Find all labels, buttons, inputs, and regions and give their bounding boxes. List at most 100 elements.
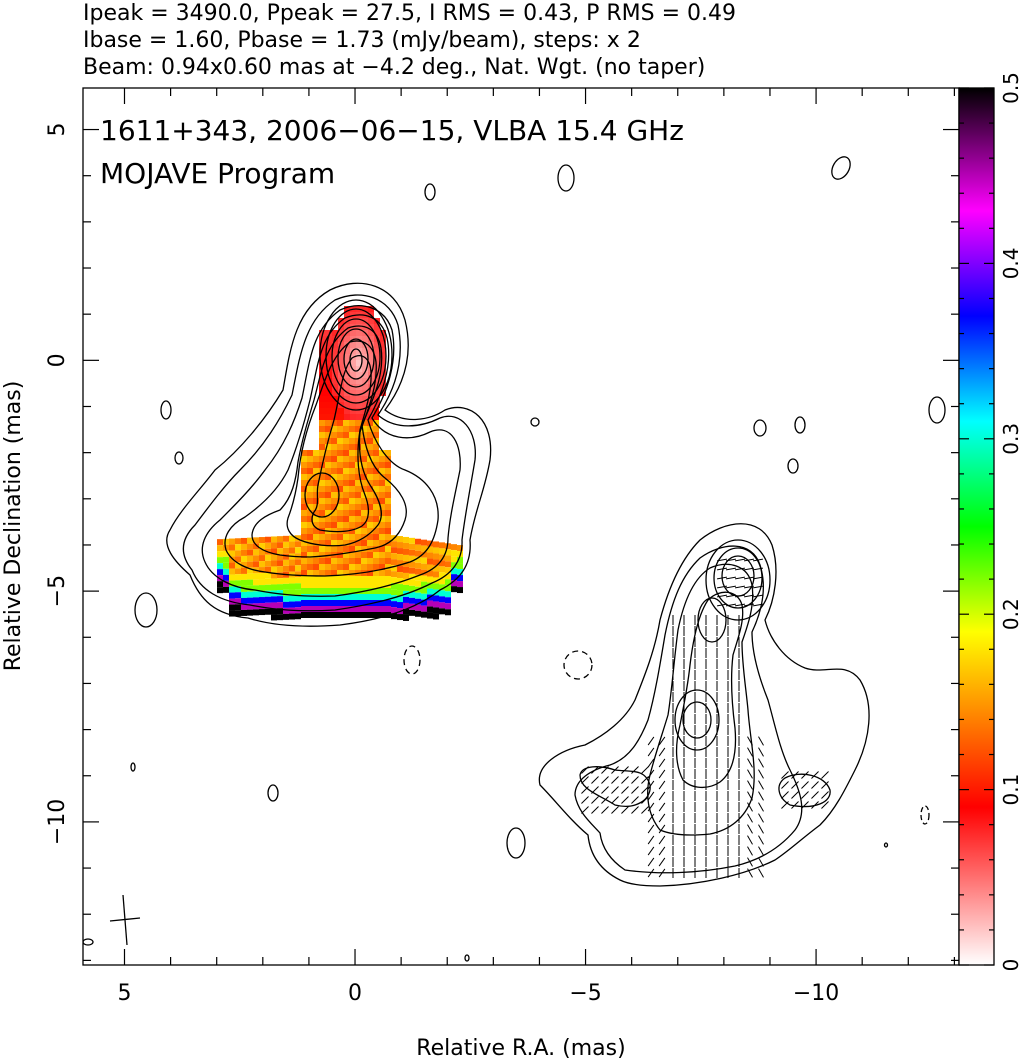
fracpol-pixel	[313, 546, 319, 552]
fracpol-pixel	[368, 390, 374, 396]
fracpol-pixel	[265, 560, 271, 567]
fracpol-pixel	[271, 536, 277, 543]
fracpol-pixel	[409, 609, 415, 616]
fracpol-pixel	[368, 354, 374, 360]
evpa-vector	[716, 558, 728, 562]
evpa-vector	[658, 802, 666, 812]
fracpol-pixel	[265, 584, 271, 591]
fracpol-pixel	[445, 597, 451, 604]
fracpol-pixel	[397, 614, 403, 621]
fracpol-pixel	[253, 573, 259, 580]
fracpol-pixel	[331, 438, 337, 444]
fracpol-pixel	[265, 590, 271, 597]
fracpol-pixel	[385, 564, 391, 570]
fracpol-pixel	[361, 516, 367, 522]
fracpol-pixel	[451, 586, 457, 593]
fracpol-pixel	[349, 456, 355, 462]
fracpol-pixel	[325, 594, 331, 600]
fracpol-pixel	[259, 537, 265, 544]
fracpol-pixel	[385, 474, 391, 480]
fracpol-pixel	[235, 574, 241, 581]
fracpol-pixel	[421, 581, 427, 588]
fracpol-pixel	[325, 558, 331, 564]
fracpol-pixel	[361, 486, 367, 492]
fracpol-pixel	[367, 510, 373, 516]
evpa-vector	[658, 868, 666, 878]
fracpol-pixel	[313, 564, 319, 570]
fracpol-pixel	[361, 420, 367, 426]
fracpol-pixel	[332, 354, 338, 360]
fracpol-pixel	[247, 537, 253, 544]
fracpol-pixel	[283, 595, 289, 602]
fracpol-pixel	[349, 546, 355, 552]
contour-core-12	[343, 338, 369, 380]
fracpol-pixel	[319, 456, 325, 462]
evpa-vector	[781, 781, 789, 789]
fracpol-pixel	[283, 535, 289, 542]
fracpol-pixel	[350, 372, 356, 378]
fracpol-pixel	[439, 560, 445, 567]
axis-ticks	[83, 88, 959, 965]
fracpol-pixel	[343, 564, 349, 570]
fracpol-pixel	[367, 432, 373, 438]
noise-contour	[174, 451, 184, 465]
fracpol-pixel	[343, 594, 349, 600]
fracpol-pixel	[343, 576, 349, 582]
fracpol-pixel	[451, 568, 457, 575]
fracpol-pixel	[307, 468, 313, 474]
fracpol-pixel	[325, 546, 331, 552]
evpa-vector	[591, 806, 599, 814]
fracpol-pixel	[379, 534, 385, 540]
fracpol-pixel	[445, 567, 451, 574]
fracpol-pixel	[241, 591, 247, 598]
fracpol-pixel	[457, 581, 463, 588]
fracpol-pixel	[319, 564, 325, 570]
fracpol-pixel	[265, 578, 271, 585]
evpa-vector	[811, 781, 819, 789]
fracpol-pixel	[247, 591, 253, 598]
fracpol-pixel	[325, 360, 331, 366]
fracpol-pixel	[415, 550, 421, 557]
fracpol-pixel	[343, 468, 349, 474]
evpa-vector	[743, 567, 755, 571]
fracpol-pixel	[325, 612, 331, 618]
fracpol-pixel	[295, 583, 301, 590]
fracpol-pixel	[217, 539, 223, 546]
evpa-vector	[747, 835, 753, 845]
evpa-vector	[811, 791, 819, 799]
fracpol-pixel	[313, 522, 319, 528]
fracpol-pixel	[265, 536, 271, 543]
fracpol-pixel	[373, 576, 379, 582]
fracpol-pixel	[356, 360, 362, 366]
fracpol-pixel	[356, 324, 362, 330]
fracpol-pixel	[217, 563, 223, 570]
fracpol-pixel	[409, 561, 415, 568]
fracpol-pixel	[253, 579, 259, 586]
fracpol-pixel	[362, 372, 368, 378]
fracpol-pixel	[350, 390, 356, 396]
fracpol-pixel	[325, 588, 331, 594]
fracpol-pixel	[439, 602, 445, 609]
fracpol-pixel	[355, 558, 361, 564]
noise-contour	[530, 417, 540, 427]
fracpol-pixel	[373, 450, 379, 456]
evpa-vector	[581, 766, 589, 774]
fracpol-pixel	[403, 584, 409, 591]
noise-contour	[794, 416, 806, 434]
fracpol-pixel	[331, 402, 337, 408]
fracpol-pixel	[385, 486, 391, 492]
fracpol-pixel	[379, 462, 385, 468]
fracpol-pixel	[235, 568, 241, 575]
fracpol-pixel	[380, 360, 386, 366]
fracpol-pixel	[283, 607, 289, 614]
fracpol-pixel	[391, 547, 397, 554]
fracpol-pixel	[241, 567, 247, 574]
fracpol-pixel	[301, 534, 307, 540]
evpa-vector	[647, 868, 655, 878]
fracpol-pixel	[331, 582, 337, 588]
fracpol-pixel	[253, 537, 259, 544]
fracpol-pixel	[385, 522, 391, 528]
fracpol-pixel	[355, 528, 361, 534]
fracpol-pixel	[277, 572, 283, 579]
fracpol-pixel	[367, 528, 373, 534]
